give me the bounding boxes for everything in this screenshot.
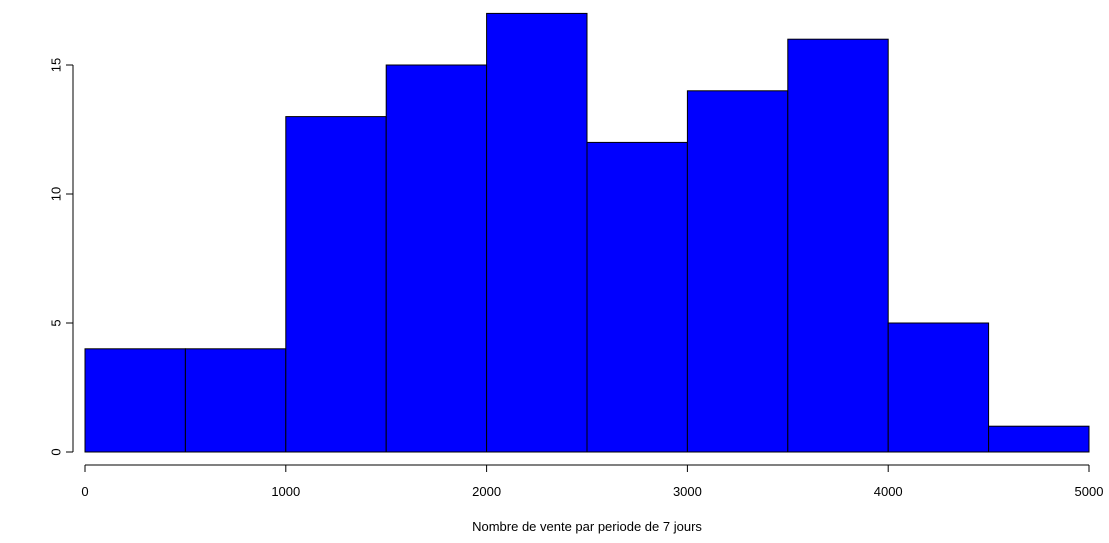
- histogram-bar: [486, 12, 588, 453]
- histogram-bar: [385, 64, 488, 453]
- x-axis-title: Nombre de vente par periode de 7 jours: [472, 519, 702, 534]
- y-axis: 0 5 10 15: [48, 58, 74, 456]
- y-tick-label: 5: [48, 319, 63, 326]
- x-tick-label: 4000: [874, 484, 903, 499]
- histogram-bar: [84, 348, 186, 453]
- y-tick-label: 0: [48, 448, 63, 455]
- x-tick-label: 0: [81, 484, 88, 499]
- x-axis: 0 1000 2000 3000 4000 5000: [81, 464, 1104, 499]
- y-tick-label: 10: [48, 187, 63, 201]
- y-tick-label: 15: [48, 58, 63, 72]
- x-tick-label: 2000: [472, 484, 501, 499]
- histogram-bar: [686, 90, 789, 453]
- histogram-bar: [184, 348, 287, 453]
- histogram-bar: [787, 38, 889, 453]
- x-tick-label: 5000: [1075, 484, 1104, 499]
- histogram-bar: [285, 116, 387, 453]
- histogram-bar: [988, 425, 1090, 453]
- histogram-bars: [84, 12, 1090, 453]
- x-tick-label: 3000: [673, 484, 702, 499]
- histogram-bar: [586, 141, 688, 453]
- histogram-bar: [887, 322, 990, 453]
- x-tick-label: 1000: [271, 484, 300, 499]
